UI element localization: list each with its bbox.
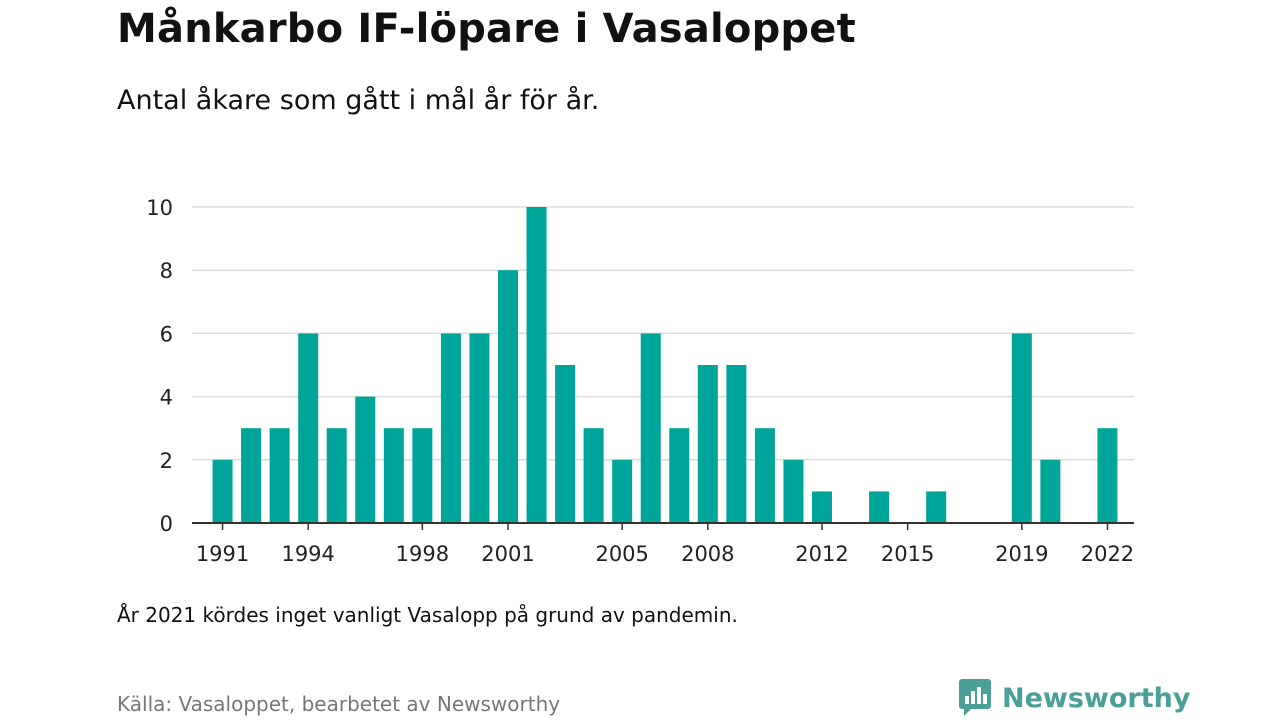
bar-2006	[640, 333, 661, 523]
bar-1994	[298, 333, 319, 523]
bar-2008	[697, 365, 718, 523]
bar-2003	[555, 365, 576, 523]
bar-2022	[1097, 428, 1118, 523]
bar-1993	[269, 428, 290, 523]
bars	[212, 207, 1118, 523]
bar-2009	[726, 365, 747, 523]
bar-2004	[583, 428, 604, 523]
y-tick-label: 10	[146, 196, 173, 220]
x-tick-label: 2019	[995, 542, 1048, 566]
bar-2012	[812, 491, 832, 523]
bar-2014	[869, 491, 890, 523]
chart-note: År 2021 kördes inget vanligt Vasalopp på…	[117, 603, 738, 627]
bar-2000	[469, 333, 490, 523]
bar-2001	[498, 270, 518, 523]
chart-subtitle: Antal åkare som gått i mål år för år.	[117, 85, 600, 116]
bar-2016	[926, 491, 947, 523]
bar-1992	[241, 428, 262, 523]
x-tick-label: 2005	[595, 542, 648, 566]
x-tick-label: 2008	[681, 542, 734, 566]
brand-name: Newsworthy	[1002, 682, 1191, 714]
bar-1998	[412, 428, 433, 523]
x-tick-label: 1998	[396, 542, 449, 566]
x-tick-label: 1994	[281, 542, 334, 566]
chart-title: Månkarbo IF-löpare i Vasaloppet	[117, 6, 856, 52]
y-tick-label: 4	[160, 386, 173, 410]
y-tick-label: 6	[160, 322, 173, 346]
x-tick-label: 2001	[481, 542, 534, 566]
bar-chart: 0 2 4 6 8 10 1991 1994 1998 2001 2005 2008 2012 2015 2…	[146, 196, 1134, 566]
y-tick-label: 0	[160, 512, 173, 536]
bar-2019	[1011, 333, 1032, 523]
bar-2011	[783, 459, 804, 523]
x-tick-label: 1991	[196, 542, 249, 566]
x-tick-label: 2015	[881, 542, 934, 566]
bar-1991	[212, 459, 233, 523]
x-tick-label: 2022	[1081, 542, 1134, 566]
bar-2020	[1040, 459, 1061, 523]
gridlines	[192, 206, 1134, 461]
bar-2010	[754, 428, 775, 523]
bar-2002	[526, 207, 547, 523]
brand-logo[interactable]: Newsworthy	[958, 678, 1190, 718]
bar-1997	[383, 428, 404, 523]
x-tick-label: 2012	[795, 542, 848, 566]
axes: 0 2 4 6 8 10 1991 1994 1998 2001 2005 2008 2012 2015 2…	[146, 196, 1134, 566]
bar-2007	[669, 428, 690, 523]
source-text: Källa: Vasaloppet, bearbetet av Newswort…	[117, 692, 561, 716]
y-tick-label: 8	[160, 259, 173, 283]
newsworthy-logo-icon	[959, 679, 991, 716]
bar-1996	[355, 396, 376, 523]
bar-2005	[612, 459, 633, 523]
y-tick-label: 2	[160, 449, 173, 473]
bar-1999	[440, 333, 461, 523]
bar-1995	[326, 428, 347, 523]
